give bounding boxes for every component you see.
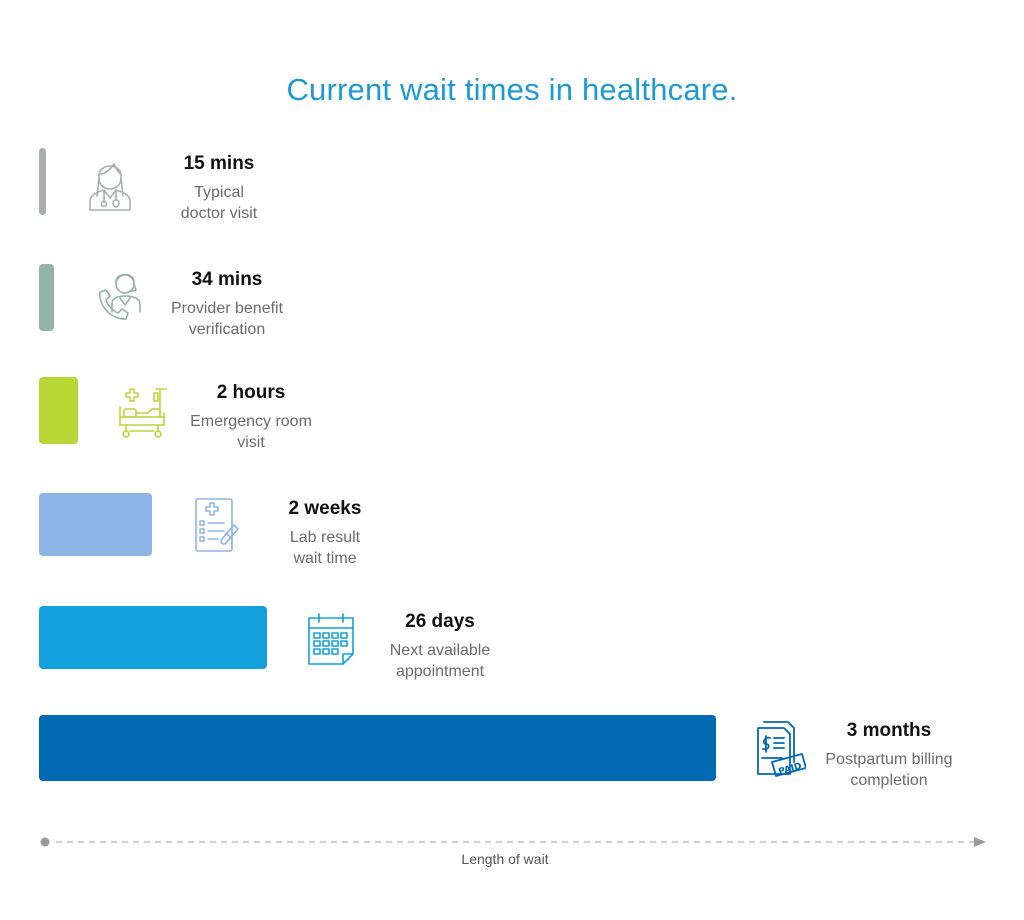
category-label: Typical doctor visit (180, 184, 258, 222)
paid-bill-icon: PAID (754, 718, 806, 778)
value-label: 3 months (846, 720, 932, 741)
value-label: 34 mins (191, 269, 263, 290)
bar-emergency-room (39, 377, 78, 444)
x-axis-arrow (40, 836, 990, 848)
bar-lab-result (39, 493, 152, 556)
bar-label-next-appointment: 26 days Next available appointment (340, 610, 540, 682)
bar-label-postpartum-billing: 3 months Postpartum billing completion (789, 719, 989, 791)
category-label: Lab result wait time (289, 529, 361, 567)
bar-label-benefit-verification: 34 mins Provider benefit verification (127, 268, 327, 340)
calendar-icon (305, 608, 357, 668)
bar-doctor-visit (39, 148, 46, 215)
category-label: Emergency room visit (190, 413, 312, 451)
bar-label-emergency-room: 2 hours Emergency room visit (151, 381, 351, 453)
bar-benefit-verification (39, 264, 54, 331)
lab-report-icon (190, 495, 242, 555)
category-label: Provider benefit verification (170, 300, 284, 338)
value-label: 2 weeks (288, 498, 362, 519)
category-label: Next available appointment (389, 642, 491, 680)
phone-agent-icon (92, 268, 144, 328)
bar-next-appointment (39, 606, 267, 669)
doctor-icon (84, 152, 136, 212)
value-label: 26 days (405, 611, 475, 632)
hospital-bed-icon (116, 381, 168, 441)
category-label: Postpartum billing completion (825, 751, 953, 789)
x-axis-label: Length of wait (461, 851, 549, 867)
bar-postpartum-billing (39, 715, 716, 781)
value-label: 2 hours (216, 382, 286, 403)
value-label: 15 mins (183, 153, 255, 174)
chart-title: Current wait times in healthcare. (286, 72, 738, 107)
bar-label-doctor-visit: 15 mins Typical doctor visit (119, 152, 319, 224)
bar-label-lab-result: 2 weeks Lab result wait time (225, 497, 425, 569)
